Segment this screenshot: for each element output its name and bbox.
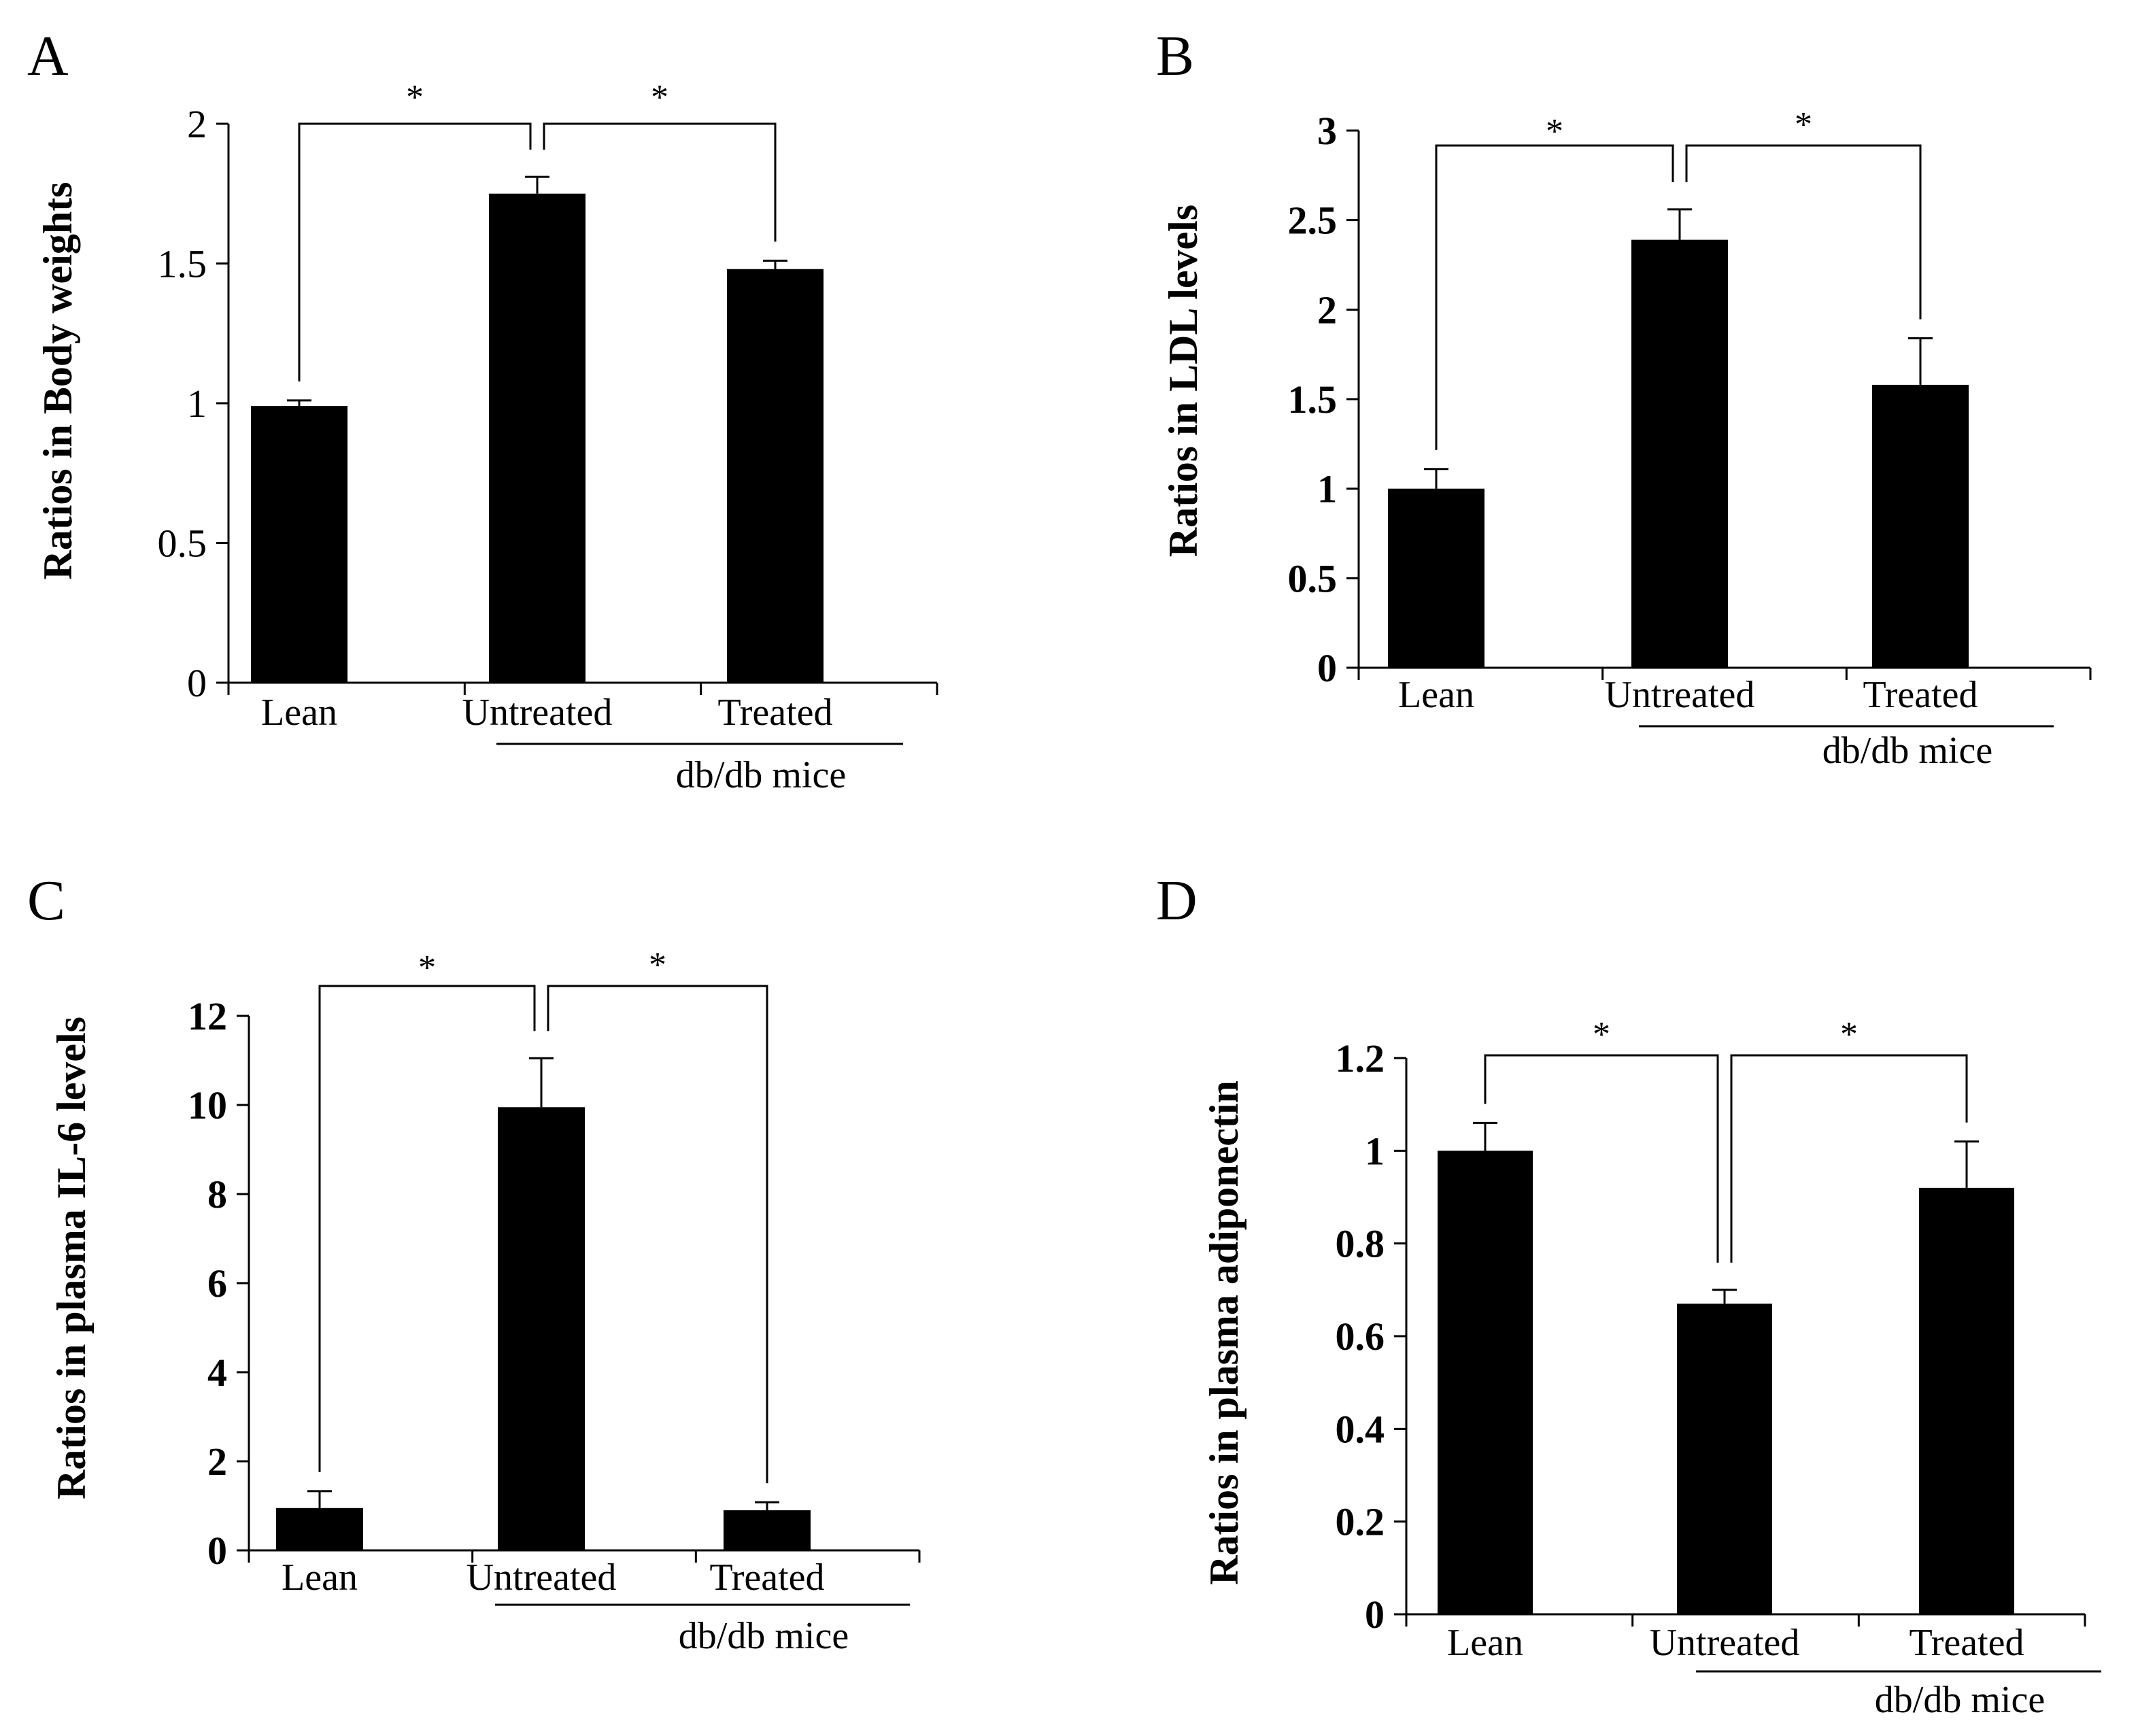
bar-treated <box>724 1510 811 1550</box>
y-axis-label: Ratios in LDL levels <box>1161 205 1206 557</box>
y-tick-label: 0.8 <box>1336 1222 1385 1266</box>
bar-treated <box>1872 384 1969 668</box>
category-label: Lean <box>1447 1622 1523 1664</box>
group-label: db/db mice <box>1875 1679 2045 1721</box>
chart-panel-d: D 0 0.2 0.4 0.6 0.8 1 1.2 Lean Untreated Treated db… <box>1156 869 2101 1721</box>
bar-lean <box>276 1508 363 1550</box>
y-tick-label: 0.2 <box>1336 1500 1385 1544</box>
significance-star: * <box>1795 105 1812 144</box>
y-tick-label: 6 <box>207 1261 227 1306</box>
panel-letter: B <box>1156 24 1194 88</box>
category-label: Treated <box>1909 1622 2024 1664</box>
y-axis-label: Ratios in Body weights <box>35 182 80 579</box>
panel-letter: A <box>27 24 69 88</box>
y-tick-label: 4 <box>207 1350 227 1395</box>
significance-bracket <box>1435 144 1674 450</box>
significance-star: * <box>649 946 666 985</box>
y-tick-label: 0 <box>1317 646 1337 690</box>
bar-untreated <box>1631 239 1728 668</box>
chart-panel-b: B 0 0.5 1 1.5 2 2.5 3 Lean Untreated Treated db/db … <box>1156 24 2092 772</box>
category-label: Treated <box>1863 674 1978 716</box>
significance-star: * <box>1840 1015 1858 1054</box>
significance-star: * <box>1546 112 1563 151</box>
y-tick-label: 8 <box>207 1172 227 1216</box>
y-tick-label: 2 <box>1317 288 1337 332</box>
significance-bracket <box>1484 1054 1719 1263</box>
y-tick-label: 0 <box>207 1529 227 1573</box>
y-tick-label: 1 <box>1317 467 1337 511</box>
bar-lean <box>251 406 347 683</box>
bar-untreated <box>498 1107 585 1550</box>
y-axis-label: Ratios in plasma IL-6 levels <box>49 1017 94 1499</box>
y-axis-label: Ratios in plasma adiponectin <box>1202 1080 1246 1585</box>
y-tick-label: 1.5 <box>1288 377 1338 422</box>
category-label: Lean <box>282 1556 358 1599</box>
y-tick-label: 2 <box>207 1440 227 1484</box>
significance-bracket <box>1685 144 1922 320</box>
bar-untreated <box>1677 1304 1772 1614</box>
chart-panel-c: C 0 2 4 6 8 10 12 Lean Untreated Treated db/db mice… <box>27 869 921 1657</box>
y-tick-label: 0 <box>1365 1593 1385 1637</box>
y-tick-label: 2 <box>187 102 207 146</box>
y-tick-label: 2.5 <box>1288 199 1338 243</box>
bar-treated <box>1919 1187 2014 1614</box>
significance-bracket <box>318 985 536 1472</box>
bar-treated <box>727 269 824 683</box>
significance-star: * <box>651 78 668 117</box>
y-tick-label: 1.2 <box>1336 1036 1385 1080</box>
significance-bracket <box>1730 1054 1968 1263</box>
y-tick-label: 0.4 <box>1336 1407 1385 1451</box>
y-tick-label: 0.6 <box>1336 1314 1385 1359</box>
panel-letter: D <box>1156 869 1198 932</box>
panel-letter: C <box>27 869 65 932</box>
chart-panel-a: A 0 0.5 1 1.5 2 Lean Untreated Treated db/db mice… <box>27 24 938 796</box>
y-tick-label: 12 <box>188 994 227 1038</box>
category-label: Treated <box>709 1556 824 1599</box>
category-label: Untreated <box>466 1556 617 1599</box>
category-label: Untreated <box>1605 674 1755 716</box>
category-label: Lean <box>261 692 337 734</box>
y-tick-label: 0.5 <box>158 522 207 566</box>
y-tick-label: 1 <box>1365 1129 1385 1173</box>
y-tick-label: 10 <box>188 1083 227 1127</box>
category-label: Untreated <box>1650 1622 1800 1664</box>
significance-bracket <box>547 985 768 1484</box>
y-tick-label: 0 <box>187 661 207 705</box>
significance-star: * <box>406 78 424 117</box>
group-label: db/db mice <box>679 1615 849 1657</box>
bar-lean <box>1438 1151 1533 1614</box>
y-tick-label: 1.5 <box>158 242 207 286</box>
category-label: Lean <box>1398 674 1474 716</box>
bar-lean <box>1388 488 1484 668</box>
group-label: db/db mice <box>676 754 846 796</box>
category-label: Untreated <box>462 692 613 734</box>
bar-untreated <box>489 193 586 683</box>
category-label: Treated <box>717 692 832 734</box>
significance-star: * <box>418 949 436 987</box>
group-label: db/db mice <box>1822 730 1992 772</box>
y-tick-label: 0.5 <box>1288 556 1338 600</box>
significance-star: * <box>1593 1015 1610 1054</box>
significance-bracket <box>543 122 777 242</box>
significance-bracket <box>298 122 532 381</box>
y-tick-label: 1 <box>187 381 207 426</box>
y-tick-label: 3 <box>1317 109 1337 153</box>
